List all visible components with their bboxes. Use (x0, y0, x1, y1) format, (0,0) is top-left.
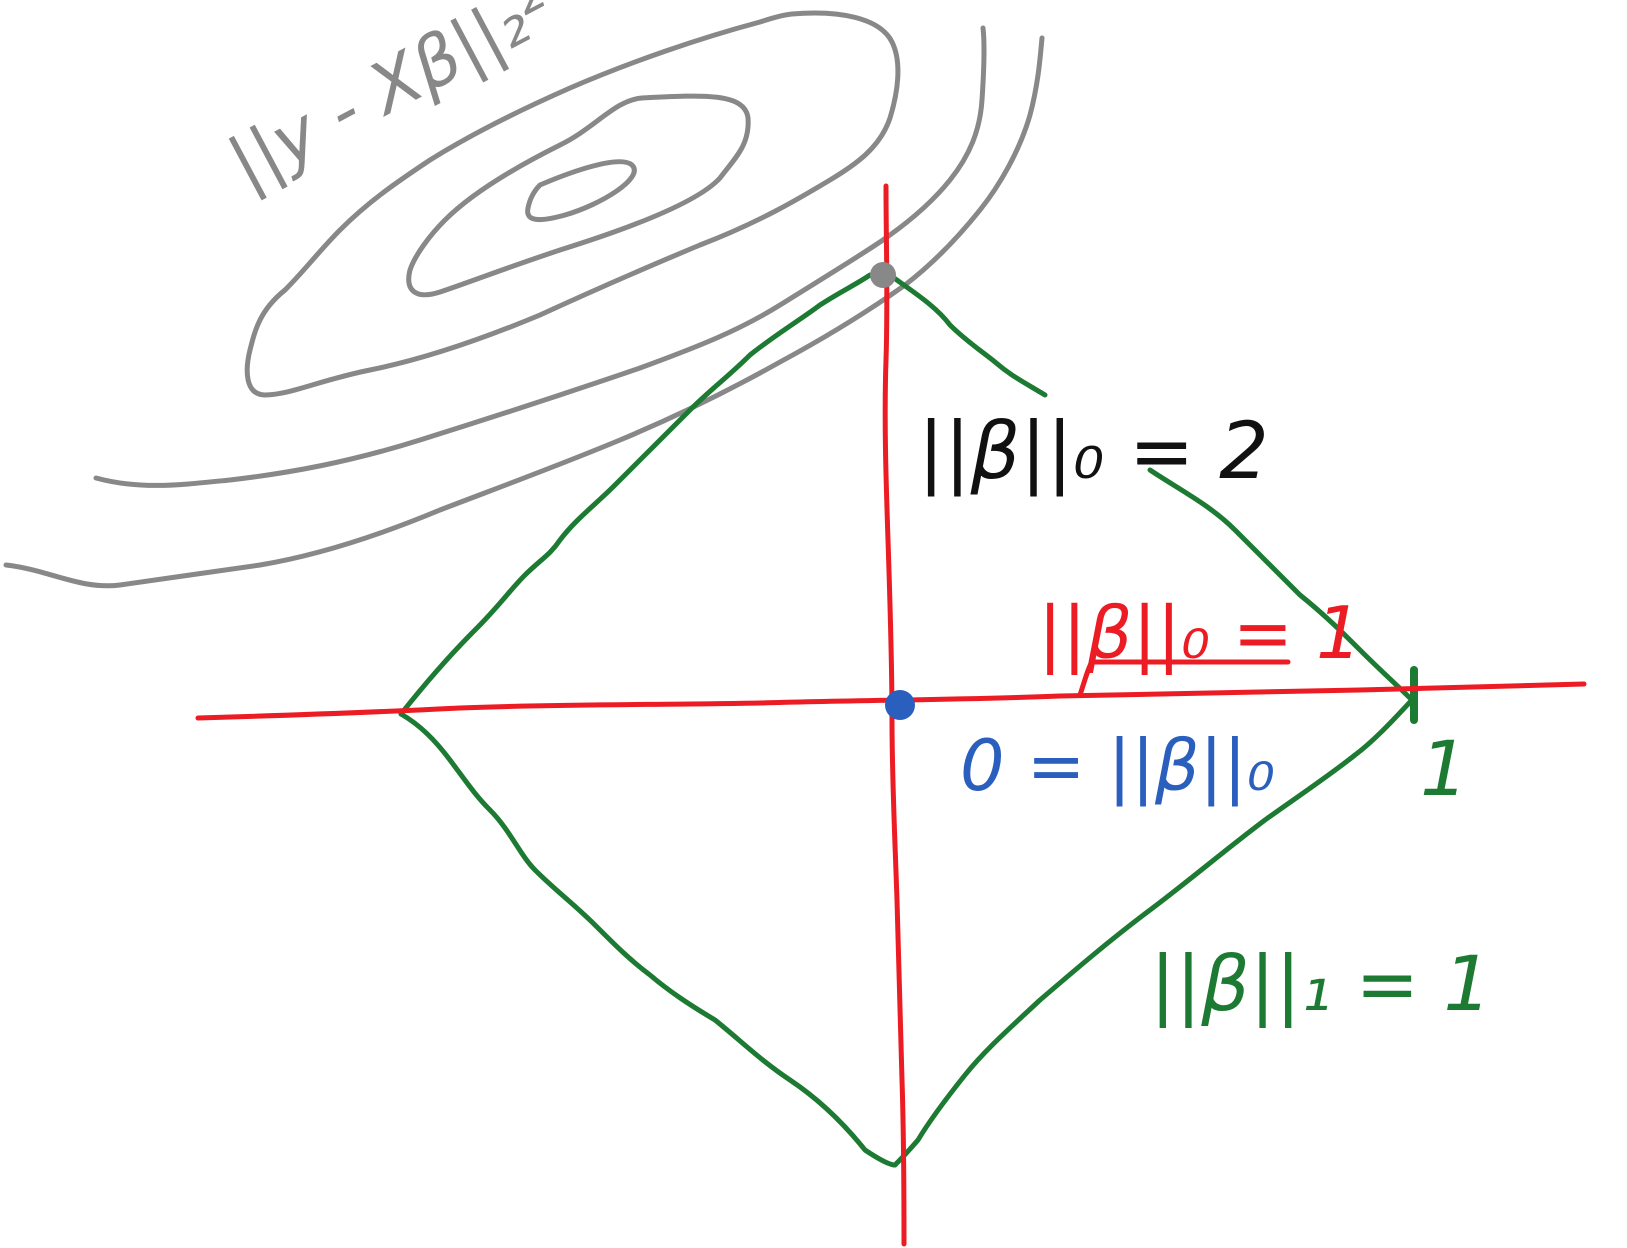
contour-second (406, 93, 751, 298)
l1-edge-lower-left (398, 711, 898, 1168)
unit-tick-label: 1 (1420, 724, 1468, 813)
contour-third (244, 10, 901, 398)
l1-edge-lower-right (892, 697, 1415, 1168)
l0-two-label: ||β||₀ = 2 (918, 407, 1269, 497)
l1-edge-upper-right (887, 272, 1048, 398)
contour-fifth (3, 35, 1045, 589)
contour-inner (525, 159, 637, 223)
l0-one-label: ||β||₀ = 1 (1038, 591, 1362, 676)
l0-zero-label: 0 = ||β||₀ (960, 725, 1275, 807)
l1-ball (398, 272, 1418, 1168)
contour-fourth (93, 25, 987, 488)
l0-one-leader (1077, 659, 1291, 698)
l1-edge-upper-right-lower (1147, 467, 1415, 703)
l1-ball-label: ||β||₁ = 1 (1150, 939, 1492, 1029)
loss-contours (3, 10, 1045, 589)
solution-point (870, 262, 896, 288)
y-axis (882, 183, 907, 1247)
origin-point (885, 690, 915, 720)
l1-edge-upper-left (398, 272, 873, 717)
